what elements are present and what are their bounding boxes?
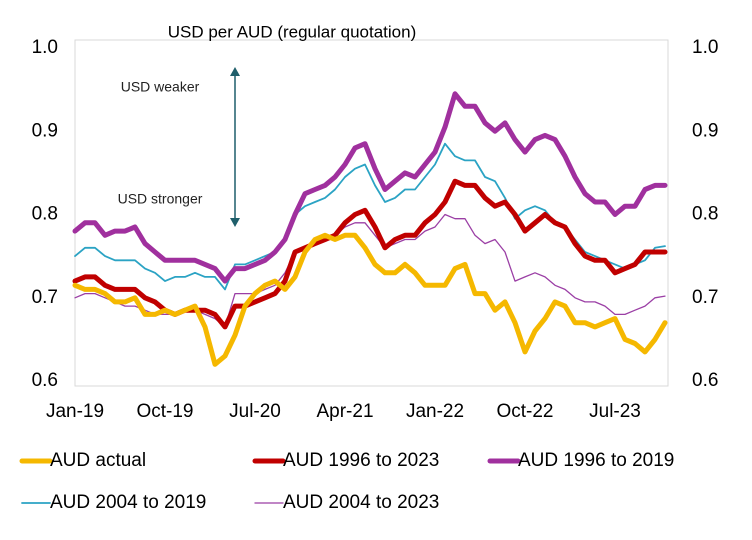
- legend-label: AUD 2004 to 2023: [283, 492, 439, 513]
- x-tick-label: Jul-20: [229, 401, 281, 422]
- plot-frame: [74, 39, 669, 387]
- y2-tick-label: 1.0: [692, 37, 718, 58]
- y-tick-label: 0.7: [32, 287, 58, 308]
- x-tick-label: Oct-19: [136, 401, 193, 422]
- series-line: [72, 91, 668, 284]
- annotation: USD stronger: [118, 191, 203, 207]
- y2-tick-label: 0.6: [692, 370, 718, 391]
- x-tick-label: Oct-22: [496, 401, 553, 422]
- legend-label: AUD 2004 to 2019: [50, 492, 206, 513]
- y-tick-label: 0.6: [32, 370, 58, 391]
- x-tick-label: Jul-23: [589, 401, 641, 422]
- legend-label: AUD 1996 to 2023: [283, 450, 439, 471]
- y-tick-label: 0.9: [32, 120, 58, 141]
- x-tick-label: Jan-22: [406, 401, 464, 422]
- chart-title: USD per AUD (regular quotation): [168, 22, 417, 41]
- y-tick-label: 0.8: [32, 204, 58, 225]
- annotation: USD weaker: [121, 79, 200, 95]
- y2-tick-label: 0.9: [692, 120, 718, 141]
- legend-label: AUD 1996 to 2019: [518, 450, 674, 471]
- series-line: [72, 232, 668, 367]
- legend-label: AUD actual: [50, 450, 146, 471]
- x-tick-label: Jan-19: [46, 401, 104, 422]
- double-arrow: [230, 67, 240, 227]
- y-tick-label: 1.0: [32, 37, 58, 58]
- x-tick-label: Apr-21: [316, 401, 373, 422]
- y2-tick-label: 0.8: [692, 204, 718, 225]
- y2-tick-label: 0.7: [692, 287, 718, 308]
